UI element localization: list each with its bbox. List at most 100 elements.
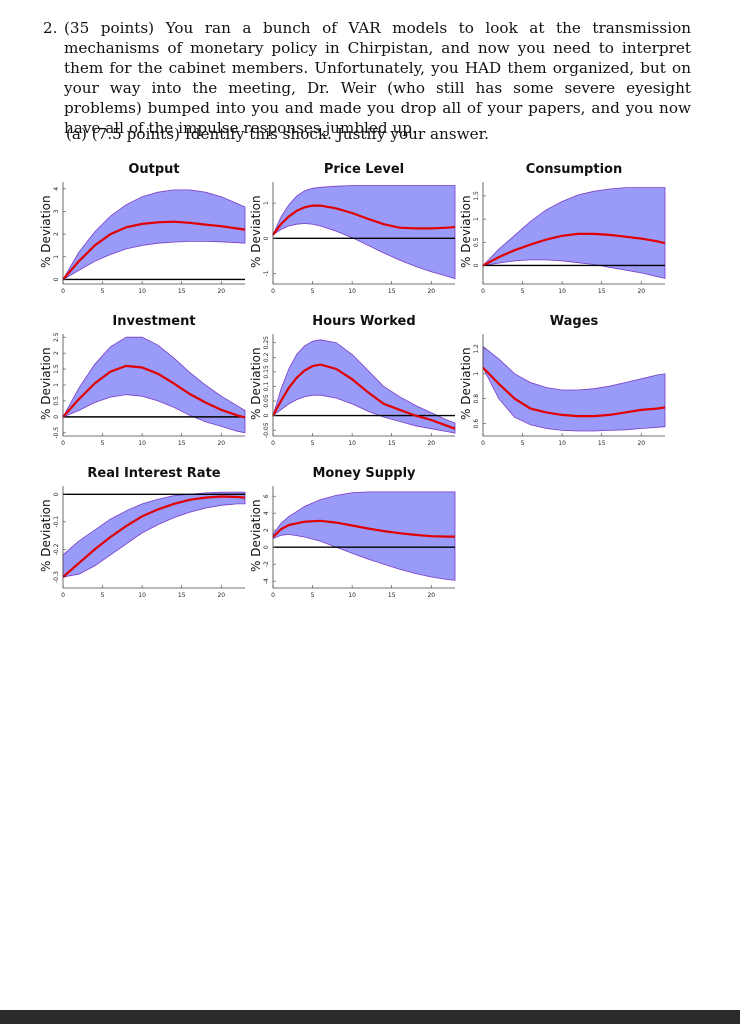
x-tick-label: 10 (138, 288, 146, 295)
x-tick-label: 0 (271, 592, 275, 599)
x-tick-label: 20 (427, 592, 435, 599)
chart-consumption: Consumption% Deviation 0 5 10 15 20 0 0.5 1 1.5 (459, 162, 705, 322)
y-tick-label: 1 (263, 201, 270, 205)
part-a-prompt: (a) (7.5 points) Identify this shock. Ju… (66, 125, 490, 143)
x-tick-label: 0 (61, 592, 65, 599)
chart-svg: 0 5 10 15 20 0 0.5 1 1.5 (473, 182, 666, 295)
chart-title: Real Interest Rate (87, 466, 221, 481)
confidence-band (272, 491, 456, 581)
chart-output: Output% Deviation 0 5 10 15 20 0 1 2 3 4 (39, 162, 285, 322)
chart-svg: 0 5 10 15 20 0.6 0.8 1 1.2 (473, 334, 666, 447)
x-tick-label: 15 (598, 440, 606, 447)
y-tick-label: -2 (263, 561, 270, 567)
y-axis-label: % Deviation (39, 195, 53, 269)
x-tick-label: 15 (178, 288, 186, 295)
chart-title: Investment (112, 314, 196, 329)
y-tick-label: 0 (473, 263, 480, 267)
y-tick-label: 1 (53, 255, 60, 259)
chart-title: Consumption (525, 162, 623, 177)
chart-svg: 0 5 10 15 20 -1 0 1 (263, 182, 456, 295)
y-tick-label: 1 (53, 383, 60, 387)
question-text: (35 points) You ran a bunch of VAR model… (64, 19, 691, 137)
x-tick-label: 0 (61, 288, 65, 295)
chart-title: Money Supply (312, 466, 416, 481)
x-tick-label: 15 (388, 288, 396, 295)
chart-title: Output (128, 162, 180, 177)
problem-statement: 2. (35 points) You ran a bunch of VAR mo… (43, 18, 691, 138)
y-tick-label: 1 (473, 217, 480, 221)
x-tick-label: 10 (558, 440, 566, 447)
impulse-response-line (272, 204, 456, 236)
x-tick-label: 10 (138, 440, 146, 447)
y-tick-label: -0.1 (53, 516, 60, 528)
x-tick-label: 20 (217, 440, 225, 447)
x-tick-label: 20 (427, 288, 435, 295)
y-tick-label: 1 (473, 372, 480, 376)
x-tick-label: 15 (178, 440, 186, 447)
y-tick-label: -0.3 (53, 571, 60, 583)
x-tick-label: 0 (481, 288, 485, 295)
chart-title: Hours Worked (312, 314, 416, 329)
y-tick-label: -0.05 (263, 422, 270, 438)
chart-svg: 0 5 10 15 20 -4 -2 0 2 4 6 (263, 486, 456, 599)
y-tick-label: 0.5 (53, 396, 60, 406)
y-tick-label: 0 (263, 236, 270, 240)
y-tick-label: 4 (53, 187, 60, 191)
x-tick-label: 20 (427, 440, 435, 447)
y-tick-label: 1.5 (53, 364, 60, 374)
y-tick-label: 0.8 (473, 394, 480, 404)
y-tick-label: 0 (263, 414, 270, 418)
x-tick-label: 5 (101, 288, 105, 295)
impulse-response-line (62, 495, 246, 578)
impulse-response-line (482, 366, 666, 418)
x-tick-label: 10 (348, 288, 356, 295)
y-tick-label: 0.05 (263, 394, 270, 408)
chart-wages: Wages% Deviation 0 5 10 15 20 0.6 0.8 1 1.2 (459, 314, 705, 474)
y-axis-label: % Deviation (249, 195, 263, 269)
x-tick-label: 10 (138, 592, 146, 599)
x-tick-label: 15 (388, 440, 396, 447)
y-tick-label: 2 (263, 528, 270, 532)
chart-svg: 0 5 10 15 20 -0.3 -0.2 -0.1 0 (53, 486, 246, 599)
y-tick-label: 1.2 (473, 344, 480, 354)
x-tick-label: 15 (178, 592, 186, 599)
confidence-band (482, 345, 666, 432)
y-tick-label: 0 (53, 277, 60, 281)
y-tick-label: 0.2 (263, 352, 270, 362)
x-tick-label: 0 (481, 440, 485, 447)
x-tick-label: 0 (271, 288, 275, 295)
y-tick-label: 0.25 (263, 336, 270, 350)
y-tick-label: 0.5 (473, 237, 480, 247)
y-tick-label: 0.1 (263, 382, 270, 392)
y-tick-label: -0.2 (53, 543, 60, 555)
x-tick-label: 20 (217, 592, 225, 599)
y-tick-label: 0 (53, 415, 60, 419)
x-tick-label: 10 (348, 440, 356, 447)
chart-money-supply: Money Supply% Deviation 0 5 10 15 20 -4 -2 0 2 4 6 (249, 466, 495, 626)
y-tick-label: 1.5 (473, 191, 480, 201)
y-tick-label: 2.5 (53, 332, 60, 342)
y-tick-label: 0 (263, 545, 270, 549)
y-tick-label: 2 (53, 351, 60, 355)
y-axis-label: % Deviation (249, 499, 263, 573)
confidence-band (481, 187, 666, 279)
y-tick-label: -1 (263, 270, 270, 276)
x-tick-label: 0 (61, 440, 65, 447)
y-tick-label: 6 (263, 494, 270, 498)
y-tick-label: 4 (263, 511, 270, 515)
x-tick-label: 0 (271, 440, 275, 447)
question-number: 2. (43, 19, 58, 37)
y-tick-label: 0 (53, 492, 60, 496)
impulse-response-line (62, 220, 246, 281)
x-tick-label: 5 (521, 288, 525, 295)
chart-title: Wages (549, 314, 599, 329)
chart-svg: 0 5 10 15 20 0 1 2 3 4 (53, 182, 246, 295)
chart-price-level: Price Level% Deviation 0 5 10 15 20 -1 0 1 (249, 162, 495, 322)
y-tick-label: 3 (53, 209, 60, 213)
y-axis-label: % Deviation (39, 499, 53, 573)
x-tick-label: 20 (637, 440, 645, 447)
y-tick-label: 0.15 (263, 365, 270, 379)
confidence-band (62, 491, 246, 578)
impulse-response-line (272, 363, 456, 430)
